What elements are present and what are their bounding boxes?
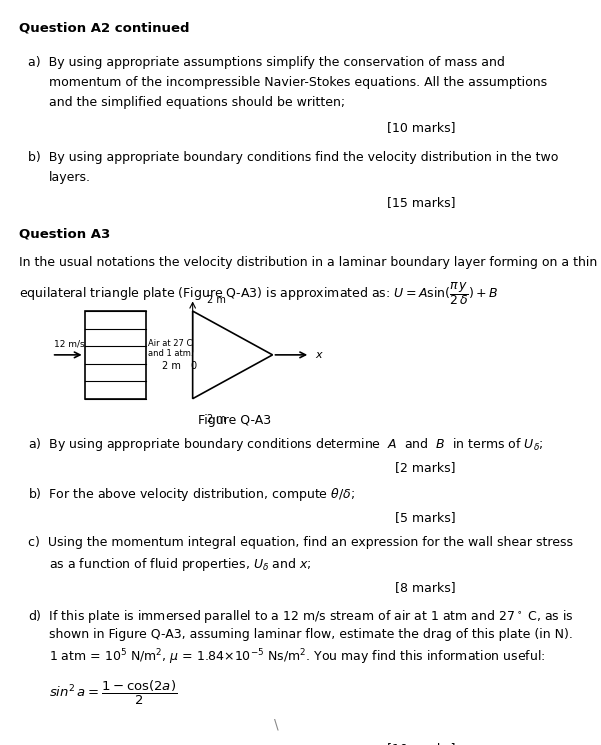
Text: d)  If this plate is immersed parallel to a 12 m/s stream of air at 1 atm and 27: d) If this plate is immersed parallel to… — [28, 608, 574, 625]
Text: Figure Q-A3: Figure Q-A3 — [198, 414, 272, 428]
Text: 2 m: 2 m — [207, 295, 225, 305]
Text: Question A2 continued: Question A2 continued — [19, 22, 189, 35]
Text: a)  By using appropriate assumptions simplify the conservation of mass and: a) By using appropriate assumptions simp… — [28, 57, 505, 69]
Text: [10 marks]: [10 marks] — [387, 742, 456, 745]
Text: [2 marks]: [2 marks] — [395, 461, 456, 475]
Text: In the usual notations the velocity distribution in a laminar boundary layer for: In the usual notations the velocity dist… — [19, 256, 597, 269]
Text: Question A3: Question A3 — [19, 228, 110, 241]
Text: [5 marks]: [5 marks] — [395, 511, 456, 524]
Text: c)  Using the momentum integral equation, find an expression for the wall shear : c) Using the momentum integral equation,… — [28, 536, 573, 549]
Text: and the simplified equations should be written;: and the simplified equations should be w… — [49, 96, 346, 110]
Text: Air at 27 C
and 1 atm.: Air at 27 C and 1 atm. — [148, 339, 194, 358]
Text: momentum of the incompressible Navier-Stokes equations. All the assumptions: momentum of the incompressible Navier-St… — [49, 76, 548, 89]
Text: layers.: layers. — [49, 171, 91, 185]
Text: shown in Figure Q-A3, assuming laminar flow, estimate the drag of this plate (in: shown in Figure Q-A3, assuming laminar f… — [49, 628, 573, 641]
Text: [15 marks]: [15 marks] — [387, 197, 456, 209]
Text: 0: 0 — [191, 361, 197, 371]
Text: [10 marks]: [10 marks] — [387, 121, 456, 134]
Text: x: x — [315, 350, 322, 360]
Text: 2 m: 2 m — [162, 361, 181, 371]
Text: 12 m/s: 12 m/s — [54, 340, 85, 349]
Text: 2 m: 2 m — [207, 414, 225, 425]
Text: 1 atm = $10^5$ N/m$^2$, $\mu$ = 1.84$\times10^{-5}$ Ns/m$^2$. You may find this : 1 atm = $10^5$ N/m$^2$, $\mu$ = 1.84$\ti… — [49, 648, 546, 668]
Text: $\backslash$: $\backslash$ — [272, 717, 279, 732]
Text: $sin^2\, a = \dfrac{1-\cos(2a)}{2}$: $sin^2\, a = \dfrac{1-\cos(2a)}{2}$ — [49, 679, 177, 707]
Text: as a function of fluid properties, $U_\delta$ and $x$;: as a function of fluid properties, $U_\d… — [49, 557, 312, 574]
Text: b)  By using appropriate boundary conditions find the velocity distribution in t: b) By using appropriate boundary conditi… — [28, 151, 558, 165]
Text: a)  By using appropriate boundary conditions determine  $A$  and  $B$  in terms : a) By using appropriate boundary conditi… — [28, 437, 544, 453]
Text: equilateral triangle plate (Figure Q-A3) is approximated as: $U = A\sin(\dfrac{\: equilateral triangle plate (Figure Q-A3)… — [19, 280, 498, 307]
Text: b)  For the above velocity distribution, compute $\theta/\delta$;: b) For the above velocity distribution, … — [28, 486, 355, 504]
Text: [8 marks]: [8 marks] — [395, 581, 456, 595]
